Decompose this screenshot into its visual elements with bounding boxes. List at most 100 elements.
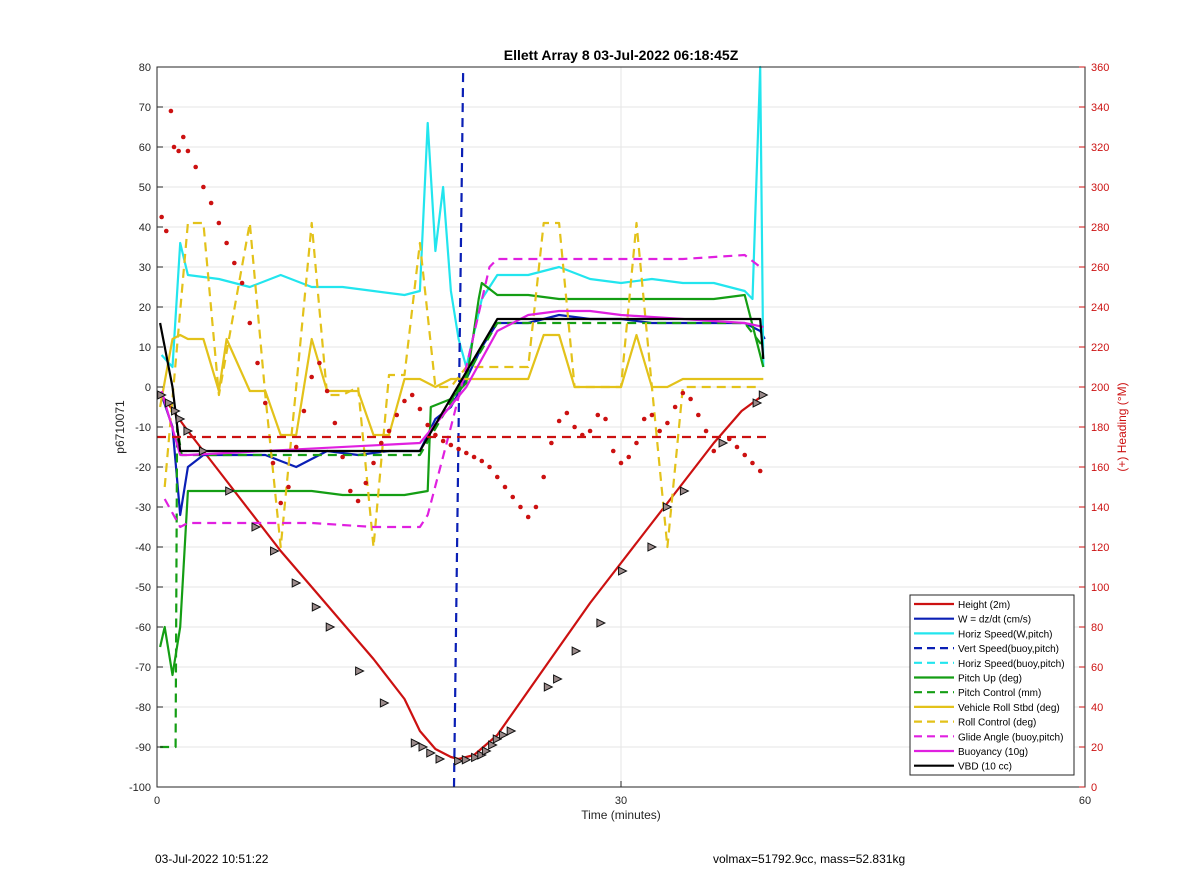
heading-point (201, 184, 206, 190)
y-axis-left-label: p6710071 (113, 400, 127, 454)
y-left-tick-label: -50 (135, 582, 151, 594)
heading-point (657, 428, 662, 434)
height-marker (647, 542, 658, 552)
grid (157, 67, 1085, 787)
footer-mass-info: volmax=51792.9cc, mass=52.831kg (713, 852, 906, 866)
heading-point (417, 406, 423, 412)
y-right-tick-label: 160 (1091, 462, 1109, 474)
y-left-tick-label: 80 (139, 62, 151, 74)
heading-point (262, 400, 268, 406)
height-marker (175, 414, 186, 424)
chart-title: Ellett Array 8 03-Jul-2022 06:18:45Z (504, 47, 739, 63)
height-marker (426, 748, 436, 758)
heading-point (610, 448, 616, 454)
series-vert-speed-buoy-pitch (452, 66, 465, 788)
y-left-tick-label: 30 (139, 262, 151, 274)
axis-ticks: 0 30 6080706050403020100-10-20-30-40-50-60… (129, 62, 1109, 807)
x-tick-label: 60 (1079, 795, 1091, 807)
height-marker (596, 618, 607, 628)
legend-label: Buoyancy (10g) (958, 747, 1028, 758)
height-marker (553, 674, 563, 684)
height-marker (461, 754, 472, 765)
heading-point (278, 500, 284, 506)
heading-point (159, 214, 164, 220)
series-pitch-up-deg (159, 281, 765, 677)
y-left-tick-label: 60 (139, 142, 151, 154)
series-layer (157, 65, 768, 788)
y-left-tick-label: -80 (135, 702, 151, 714)
heading-point (711, 448, 717, 454)
heading-point (180, 134, 186, 140)
heading-point (549, 440, 554, 446)
heading-point (641, 416, 647, 422)
heading-point (402, 398, 407, 404)
legend-label: W = dz/dt (cm/s) (958, 615, 1031, 626)
legend-label: Height (2m) (958, 600, 1010, 611)
y-right-tick-label: 260 (1091, 262, 1109, 274)
footer-timestamp: 03-Jul-2022 10:51:22 (155, 852, 269, 866)
height-marker (679, 486, 690, 496)
y-right-tick-label: 60 (1091, 662, 1103, 674)
height-marker (752, 398, 763, 408)
heading-point (324, 388, 330, 394)
heading-point (216, 220, 222, 226)
height-marker (270, 546, 280, 556)
y-axis-right-label: (+) Heading (°M) (1115, 382, 1129, 471)
heading-point (703, 428, 709, 434)
legend-label: Horiz Speed(W,pitch) (958, 629, 1052, 640)
x-axis-label: Time (minutes) (581, 808, 661, 822)
y-left-tick-label: 10 (139, 342, 151, 354)
y-right-tick-label: 280 (1091, 222, 1109, 234)
height-marker (157, 390, 167, 400)
heading-point (394, 412, 400, 418)
heading-point (696, 412, 701, 418)
heading-point (348, 488, 353, 494)
y-right-tick-label: 120 (1091, 542, 1109, 554)
heading-point (409, 392, 415, 398)
y-right-tick-label: 20 (1091, 742, 1103, 754)
height-marker (454, 756, 464, 766)
heading-point (378, 440, 384, 446)
y-right-tick-label: 140 (1091, 502, 1109, 514)
marker-layer (157, 390, 769, 766)
height-marker (418, 742, 429, 752)
y-right-tick-label: 100 (1091, 582, 1109, 594)
y-left-tick-label: 40 (139, 222, 151, 234)
y-right-tick-label: 320 (1091, 142, 1109, 154)
y-right-tick-label: 200 (1091, 382, 1109, 394)
heading-point (255, 360, 260, 366)
y-left-tick-label: -40 (135, 542, 151, 554)
heading-point (340, 454, 345, 460)
y-left-tick-label: 20 (139, 302, 151, 314)
heading-point (232, 260, 237, 266)
height-marker (618, 566, 628, 576)
height-marker (571, 646, 582, 656)
x-tick-label: 0 (154, 795, 160, 807)
heading-point (332, 420, 338, 426)
heading-point (525, 514, 531, 520)
height-marker (171, 406, 181, 416)
height-marker (471, 752, 481, 763)
y-right-tick-label: 340 (1091, 102, 1109, 114)
y-right-tick-label: 80 (1091, 622, 1103, 634)
height-marker (477, 750, 487, 760)
height-marker (410, 738, 421, 748)
heading-point (626, 454, 632, 460)
heading-point (603, 416, 608, 422)
height-marker (379, 698, 390, 708)
height-marker (435, 754, 446, 764)
height-marker (758, 390, 769, 400)
heading-point (502, 484, 508, 490)
heading-point (464, 450, 469, 456)
series-vbd-10-cc (159, 317, 765, 453)
height-marker (183, 426, 194, 436)
height-marker (492, 734, 503, 744)
legend-box (909, 594, 1075, 776)
heading-point (510, 494, 516, 500)
heading-point (688, 396, 693, 402)
heading-point (301, 408, 307, 414)
legend: Height (2m) W = dz/dt (cm/s) Horiz Speed(W… (909, 594, 1075, 776)
heading-point (533, 504, 539, 510)
heading-point (168, 108, 174, 114)
heading-point (270, 460, 276, 466)
